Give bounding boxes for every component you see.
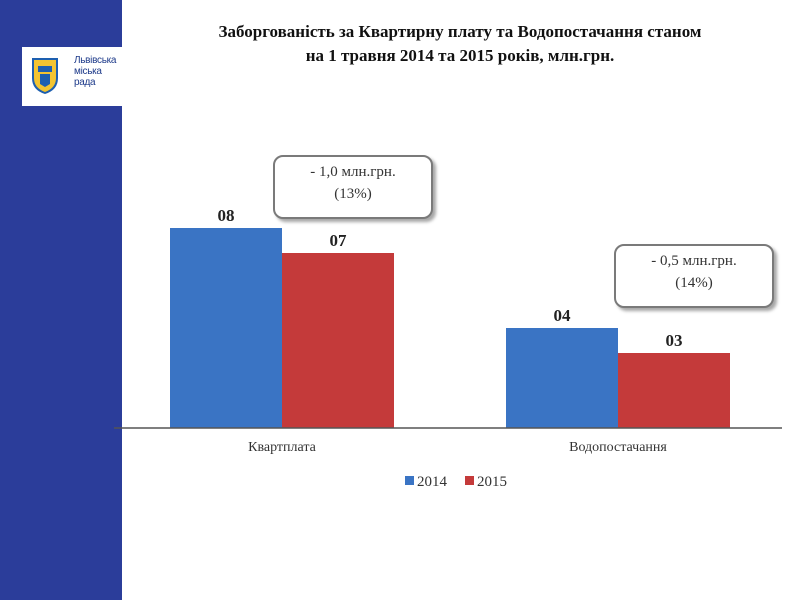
data-label: 03 (666, 331, 683, 350)
x-tick-label: Водопостачання (569, 440, 667, 455)
data-label: 08 (218, 206, 235, 225)
bar-shade (506, 328, 618, 428)
slide-title-line: на 1 травня 2014 та 2015 років, млн.грн. (305, 46, 615, 65)
x-tick-label: Квартплата (248, 440, 317, 455)
slide-title: Заборгованість за Квартирну плату та Вод… (130, 20, 790, 68)
callout-line: - 0,5 млн.грн. (651, 253, 737, 269)
bar-shade (618, 353, 730, 428)
logo-text-line: рада (74, 77, 96, 88)
callout-line: (13%) (334, 186, 372, 202)
legend-label: 2014 (417, 474, 448, 490)
callout-vodopostachannia: - 0,5 млн.грн. (14%) (614, 244, 774, 308)
callout-line: - 1,0 млн.грн. (310, 164, 396, 180)
bar-shade (282, 253, 394, 428)
logo-text-line: міська (74, 66, 102, 77)
legend-swatch (465, 476, 474, 485)
data-label: 04 (554, 306, 572, 325)
bar-shade (170, 228, 282, 428)
slide-title-line: Заборгованість за Квартирну плату та Вод… (218, 22, 702, 41)
logo-text-line: Львівська (74, 55, 117, 66)
coat-of-arms-icon (32, 58, 58, 94)
data-label: 07 (330, 231, 348, 250)
legend-swatch (405, 476, 414, 485)
logo-text: Львівська міська рада (74, 55, 116, 88)
logo-box: Львівська міська рада (22, 47, 122, 106)
callout-line: (14%) (675, 275, 713, 291)
legend-label: 2015 (477, 474, 507, 490)
callout-kvartplata: - 1,0 млн.грн. (13%) (273, 155, 433, 219)
